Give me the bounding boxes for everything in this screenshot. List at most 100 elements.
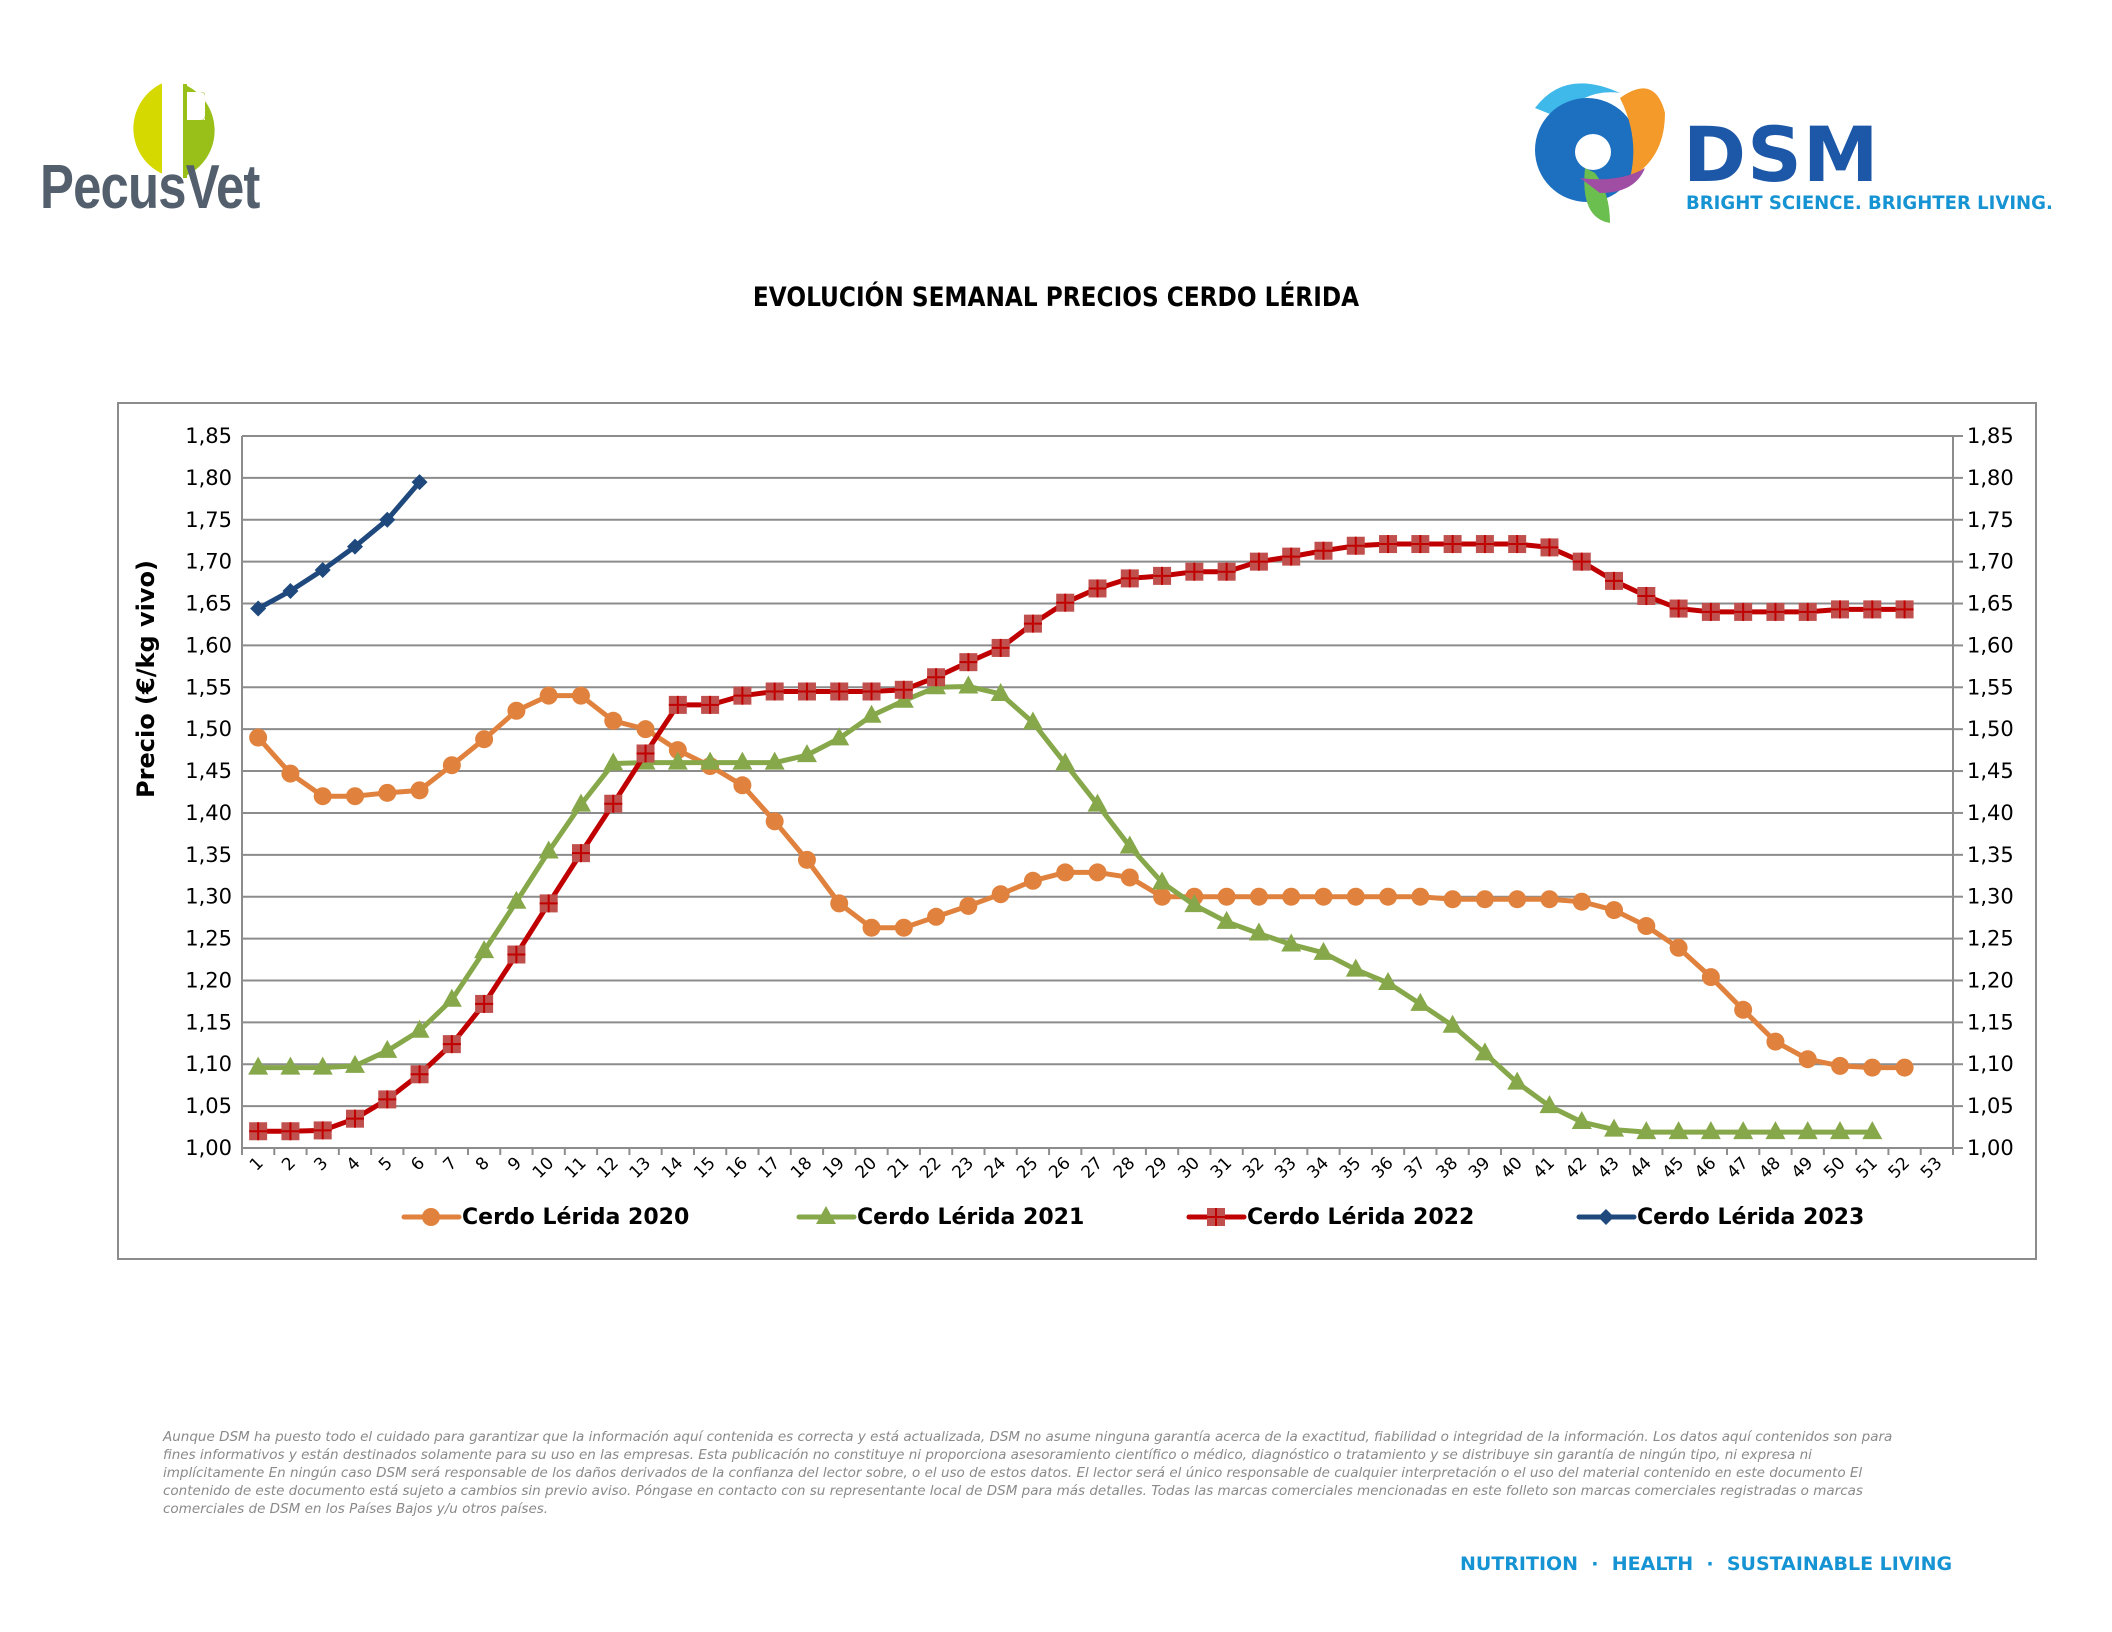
data-point [538, 840, 559, 859]
data-point [959, 653, 978, 672]
data-point [733, 686, 752, 705]
data-point [861, 704, 882, 723]
x-tick-label: 27 [1078, 1153, 1107, 1182]
data-point [377, 1039, 398, 1058]
footer-tagline: NUTRITION · HEALTH · SUSTAINABLE LIVING [1460, 1553, 1953, 1575]
data-point [1572, 892, 1591, 911]
x-tick-label: 48 [1756, 1153, 1785, 1182]
x-tick-label: 32 [1239, 1153, 1268, 1182]
data-point [248, 1056, 269, 1075]
y-tick-label-right: 1,05 [1967, 1094, 2014, 1118]
data-point [1798, 1050, 1817, 1069]
data-point [1087, 793, 1108, 812]
data-point [344, 1054, 365, 1073]
x-tick-label: 30 [1174, 1153, 1203, 1182]
data-point [475, 994, 494, 1013]
data-point [927, 907, 946, 926]
data-point [1637, 917, 1656, 936]
data-point [1598, 1209, 1614, 1225]
data-point [1153, 566, 1172, 585]
data-point [829, 727, 850, 746]
data-point [667, 751, 688, 770]
data-point [378, 783, 397, 802]
data-point [1572, 552, 1591, 571]
data-point [1056, 593, 1075, 612]
dsm-tagline: BRIGHT SCIENCE. BRIGHTER LIVING. [1686, 192, 2053, 214]
x-tick-label: 24 [981, 1153, 1010, 1182]
legend-label: Cerdo Lérida 2020 [462, 1205, 689, 1230]
data-point [313, 1121, 332, 1140]
data-point [1345, 958, 1366, 977]
data-point [1540, 538, 1559, 557]
y-tick-label-right: 1,50 [1967, 717, 2014, 741]
x-tick-label: 8 [472, 1153, 494, 1175]
legend-item: Cerdo Lérida 2022 [1186, 1205, 1474, 1230]
data-point [1797, 1121, 1818, 1140]
x-tick-label: 39 [1465, 1153, 1494, 1182]
x-tick-label: 16 [722, 1153, 751, 1182]
data-point [700, 751, 721, 770]
y-tick-label-left: 1,85 [185, 424, 232, 448]
x-tick-label: 28 [1110, 1153, 1139, 1182]
data-point [1119, 835, 1140, 854]
x-tick-label: 23 [948, 1153, 977, 1182]
data-point [1605, 571, 1624, 590]
data-point [1863, 600, 1882, 619]
data-point [410, 1065, 429, 1084]
page-title: EVOLUCIÓN SEMANAL PRECIOS CERDO LÉRIDA [752, 282, 1360, 313]
y-tick-label-left: 1,80 [185, 466, 232, 490]
data-point [1153, 887, 1172, 906]
data-point [313, 787, 332, 806]
data-point [281, 1122, 300, 1141]
data-point [701, 695, 720, 714]
y-axis-ticks: 1,00 1,00 1,05 1,05 1,10 1,10 1,15 1,15 1,20 1,20… [185, 424, 2014, 1160]
x-tick-label: 26 [1045, 1153, 1074, 1182]
data-point [346, 538, 363, 555]
x-tick-label: 38 [1433, 1153, 1462, 1182]
data-point [1088, 863, 1107, 882]
x-tick-label: 45 [1659, 1153, 1688, 1182]
data-point [409, 1019, 430, 1038]
pecusvet-logo-icon [133, 78, 215, 183]
data-point [1540, 890, 1559, 909]
pecusvet-brand-name: PecusVet [40, 153, 260, 222]
legend: Cerdo Lérida 2020 Cerdo Lérida 2021 Cerdo … [401, 1205, 1864, 1230]
x-tick-label: 11 [561, 1153, 590, 1182]
data-point [1862, 1121, 1883, 1140]
data-point [733, 776, 752, 795]
data-point [571, 844, 590, 863]
data-point [281, 764, 300, 783]
y-tick-label-right: 1,35 [1967, 843, 2014, 867]
data-point [894, 680, 913, 699]
data-point [1669, 938, 1688, 957]
series-cerdo-l-rida-2020 [249, 686, 1914, 1077]
data-point [1217, 562, 1236, 581]
data-point [1863, 1058, 1882, 1077]
data-point [441, 988, 462, 1007]
data-point [474, 940, 495, 959]
data-point [1830, 1121, 1851, 1140]
data-point [1475, 890, 1494, 909]
data-point [1474, 1042, 1495, 1061]
data-point [1411, 535, 1430, 554]
x-tick-label: 9 [504, 1153, 526, 1175]
data-point [1766, 1032, 1785, 1051]
data-point [422, 1208, 440, 1226]
y-tick-label-left: 1,55 [185, 675, 232, 699]
data-point [1539, 1095, 1560, 1114]
data-point [990, 682, 1011, 701]
legend-label: Cerdo Lérida 2023 [1637, 1205, 1864, 1230]
x-tick-label: 25 [1013, 1153, 1042, 1182]
data-point [1217, 887, 1236, 906]
data-point [1248, 922, 1269, 941]
data-point [1507, 1071, 1528, 1090]
data-point [282, 582, 299, 599]
data-point [280, 1056, 301, 1075]
y-tick-label-left: 1,65 [185, 592, 232, 616]
data-point [1249, 887, 1268, 906]
data-point [249, 728, 268, 747]
x-tick-label: 6 [407, 1153, 429, 1175]
legend-item: Cerdo Lérida 2020 [401, 1205, 689, 1230]
y-tick-label-right: 1,70 [1967, 550, 2014, 574]
x-tick-label: 3 [310, 1153, 332, 1175]
